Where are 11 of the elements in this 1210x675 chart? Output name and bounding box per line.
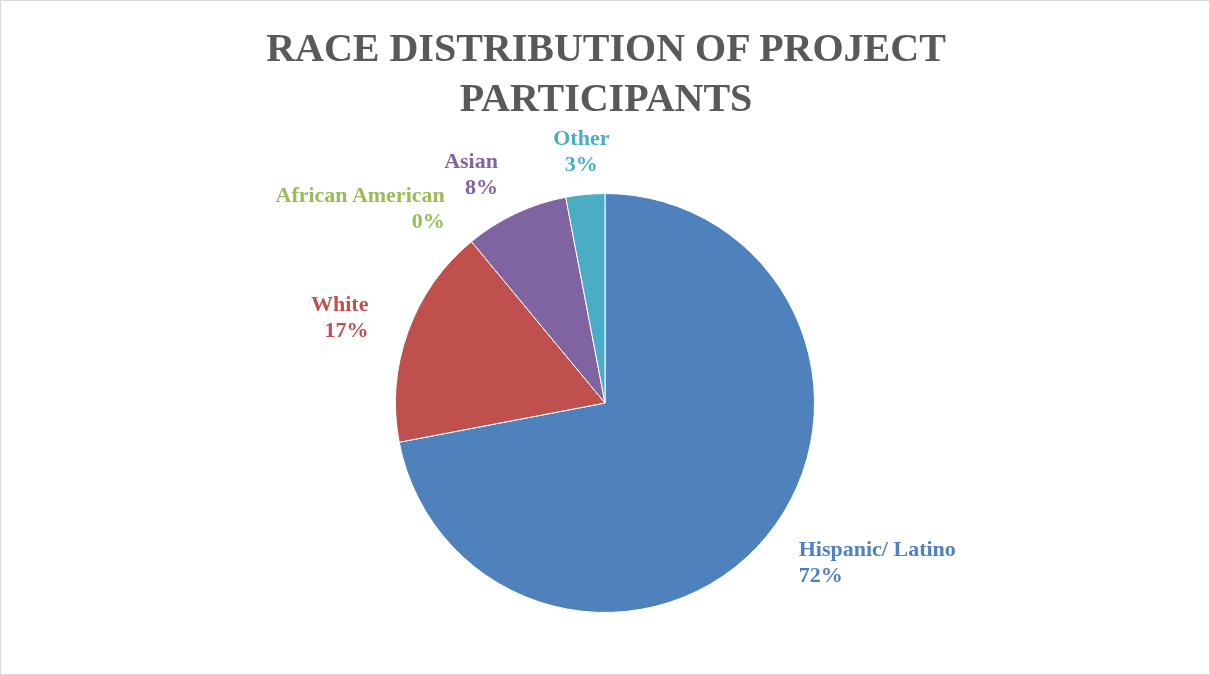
slice-label: Other bbox=[553, 125, 610, 151]
slice-label: Hispanic/ Latino bbox=[798, 535, 956, 561]
category-label: African American bbox=[275, 181, 445, 207]
slice-label: White bbox=[311, 290, 369, 316]
data-label: 72% bbox=[798, 561, 843, 587]
data-label: 8% bbox=[464, 174, 498, 200]
text: 0% bbox=[411, 207, 445, 233]
data-label: 3% bbox=[564, 151, 598, 177]
chart-title: RACE DISTRIBUTION OF PROJECT PARTICIPANTS bbox=[265, 24, 947, 122]
slice-label: Asian bbox=[444, 148, 498, 174]
data-label: 17% bbox=[324, 316, 369, 342]
